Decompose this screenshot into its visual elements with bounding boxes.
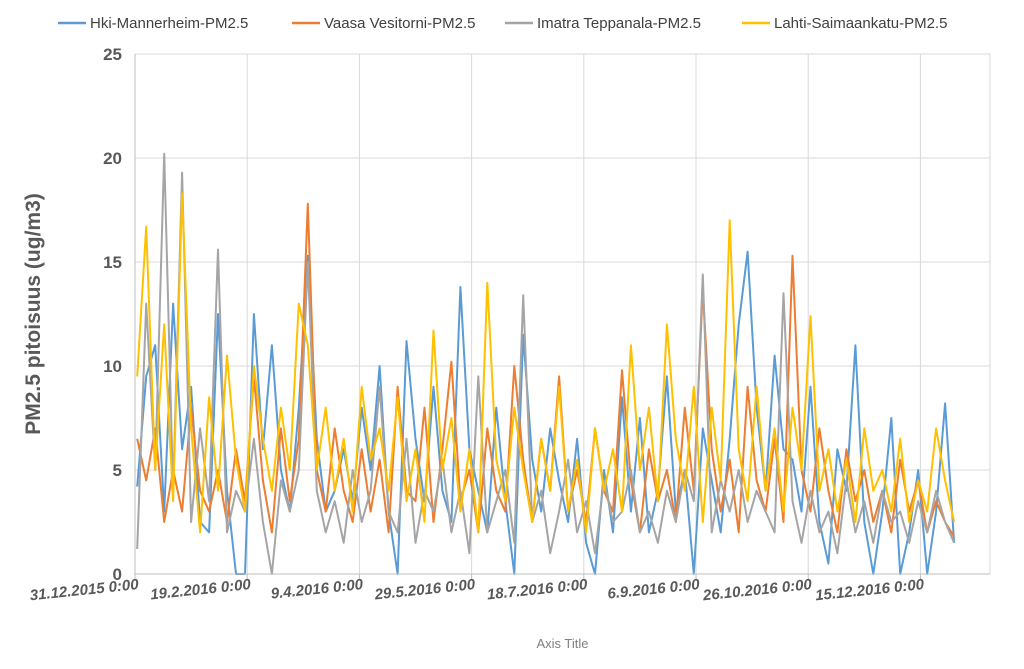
gridlines bbox=[135, 53, 991, 574]
x-tick-label: 29.5.2016 0:00 bbox=[373, 576, 477, 604]
y-tick-label: 5 bbox=[113, 461, 122, 480]
legend-entry: Hki-Mannerheim-PM2.5 bbox=[90, 15, 248, 32]
x-tick-label: 15.12.2016 0:00 bbox=[814, 576, 925, 604]
chart-legend: Hki-Mannerheim-PM2.5 Vaasa Vesitorni-PM2.… bbox=[58, 15, 947, 32]
series-line bbox=[136, 192, 956, 534]
legend-entry: Vaasa Vesitorni-PM2.5 bbox=[324, 15, 475, 32]
y-tick-label: 25 bbox=[103, 45, 122, 64]
series-lines bbox=[136, 152, 956, 575]
x-tick-label: 31.12.2015 0:00 bbox=[29, 576, 140, 604]
y-tick-label: 20 bbox=[103, 149, 122, 168]
x-tick-label: 9.4.2016 0:00 bbox=[270, 576, 365, 603]
x-axis-ticks: 31.12.2015 0:00 19.2.2016 0:00 9.4.2016 0:… bbox=[29, 574, 926, 605]
y-tick-label: 10 bbox=[103, 357, 122, 376]
x-axis-label: Axis Title bbox=[536, 636, 588, 651]
y-axis-ticks: 0 5 10 15 20 25 bbox=[103, 45, 122, 584]
legend-entry: Imatra Teppanala-PM2.5 bbox=[537, 15, 701, 32]
y-tick-label: 15 bbox=[103, 253, 122, 272]
x-tick-label: 26.10.2016 0:00 bbox=[701, 576, 813, 605]
x-tick-label: 18.7.2016 0:00 bbox=[486, 576, 589, 604]
series-line bbox=[136, 152, 956, 575]
axis-lines bbox=[134, 54, 990, 575]
x-tick-label: 6.9.2016 0:00 bbox=[607, 576, 702, 603]
y-tick-label: 0 bbox=[113, 565, 122, 584]
legend-entry: Lahti-Saimaankatu-PM2.5 bbox=[774, 15, 947, 32]
x-tick-label: 19.2.2016 0:00 bbox=[149, 576, 252, 604]
y-axis-label: PM2.5 pitoisuus (ug/m3) bbox=[22, 193, 45, 435]
